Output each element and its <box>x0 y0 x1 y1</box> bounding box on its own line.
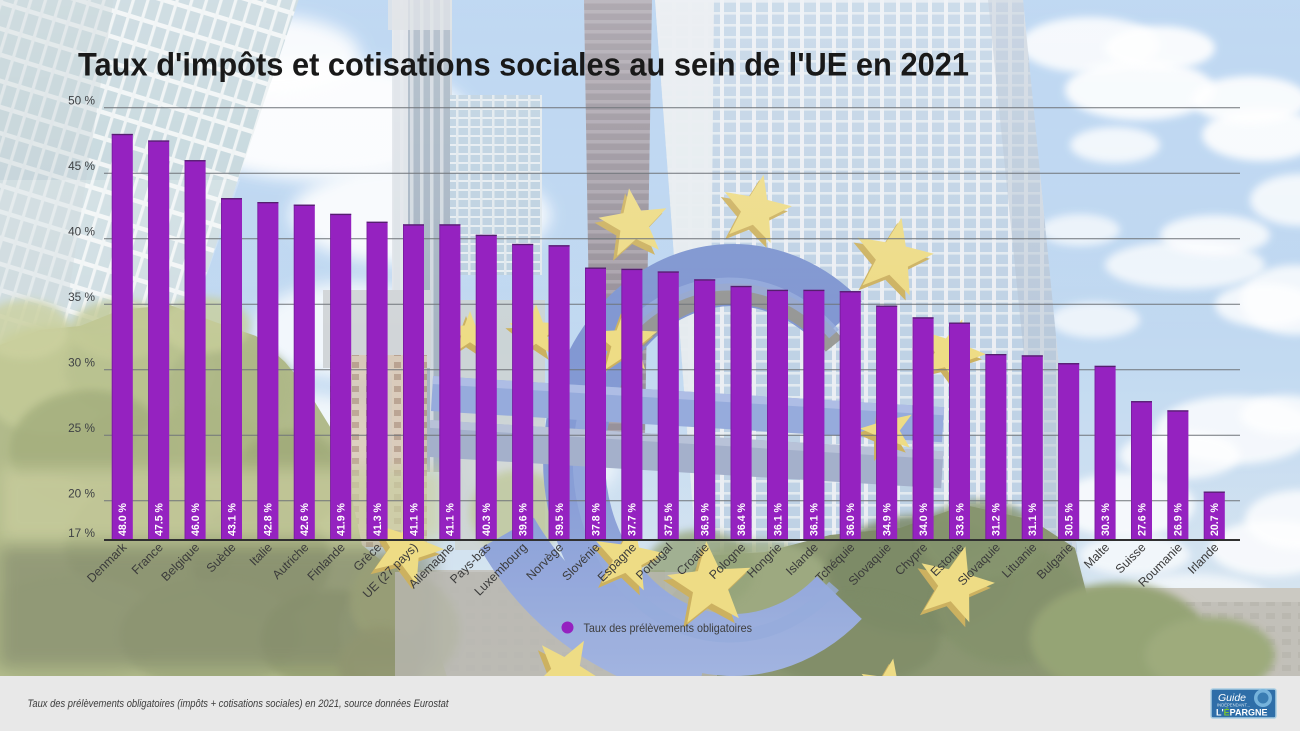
svg-text:31.1 %: 31.1 % <box>1027 502 1039 536</box>
svg-text:42.6 %: 42.6 % <box>299 502 311 536</box>
svg-text:50 %: 50 % <box>68 94 95 108</box>
svg-text:46.0 %: 46.0 % <box>190 502 202 536</box>
svg-text:41.1 %: 41.1 % <box>408 502 420 536</box>
svg-text:36.0 %: 36.0 % <box>845 502 857 536</box>
svg-text:Taux des prélèvements obligato: Taux des prélèvements obligatoires <box>584 621 753 635</box>
svg-text:INDÉPENDANT...: INDÉPENDANT... <box>1217 703 1250 708</box>
svg-text:30 %: 30 % <box>68 356 95 370</box>
svg-text:30.3 %: 30.3 % <box>1100 502 1112 536</box>
svg-text:37.5 %: 37.5 % <box>663 502 675 536</box>
svg-text:34.9 %: 34.9 % <box>882 502 894 536</box>
svg-text:25 %: 25 % <box>68 421 95 435</box>
svg-text:L'ÉPARGNE: L'ÉPARGNE <box>1216 708 1268 718</box>
svg-text:35 %: 35 % <box>68 290 95 304</box>
svg-text:27.6 %: 27.6 % <box>1136 502 1148 536</box>
svg-text:42.8 %: 42.8 % <box>263 502 275 536</box>
svg-text:41.9 %: 41.9 % <box>336 502 348 536</box>
svg-text:20 %: 20 % <box>68 487 95 501</box>
svg-text:33.6 %: 33.6 % <box>954 502 966 536</box>
svg-text:41.3 %: 41.3 % <box>372 502 384 536</box>
svg-text:41.1 %: 41.1 % <box>445 502 457 536</box>
svg-text:39.6 %: 39.6 % <box>518 502 530 536</box>
svg-text:20.7 %: 20.7 % <box>1209 502 1221 536</box>
svg-text:36.4 %: 36.4 % <box>736 502 748 536</box>
svg-text:36.9 %: 36.9 % <box>700 502 712 536</box>
svg-text:36.1 %: 36.1 % <box>772 502 784 536</box>
svg-text:47.5 %: 47.5 % <box>154 502 166 536</box>
svg-text:30.5 %: 30.5 % <box>1064 502 1076 536</box>
svg-text:36.1 %: 36.1 % <box>809 502 821 536</box>
svg-text:Taux des prélèvements obligato: Taux des prélèvements obligatoires (impô… <box>28 698 450 710</box>
svg-text:Guide: Guide <box>1218 692 1246 704</box>
svg-text:40.3 %: 40.3 % <box>481 502 493 536</box>
svg-text:43.1 %: 43.1 % <box>226 502 238 536</box>
svg-text:45 %: 45 % <box>68 159 95 173</box>
svg-text:40 %: 40 % <box>68 225 95 239</box>
svg-text:17 %: 17 % <box>68 526 95 540</box>
svg-text:48.0 %: 48.0 % <box>117 502 129 536</box>
svg-text:26.9 %: 26.9 % <box>1173 502 1185 536</box>
svg-text:31.2 %: 31.2 % <box>991 502 1003 536</box>
svg-text:39.5 %: 39.5 % <box>554 502 566 536</box>
svg-text:34.0 %: 34.0 % <box>918 502 930 536</box>
svg-text:37.8 %: 37.8 % <box>590 502 602 536</box>
svg-text:37.7 %: 37.7 % <box>627 502 639 536</box>
svg-text:Taux d'impôts et cotisations s: Taux d'impôts et cotisations sociales au… <box>78 47 969 83</box>
